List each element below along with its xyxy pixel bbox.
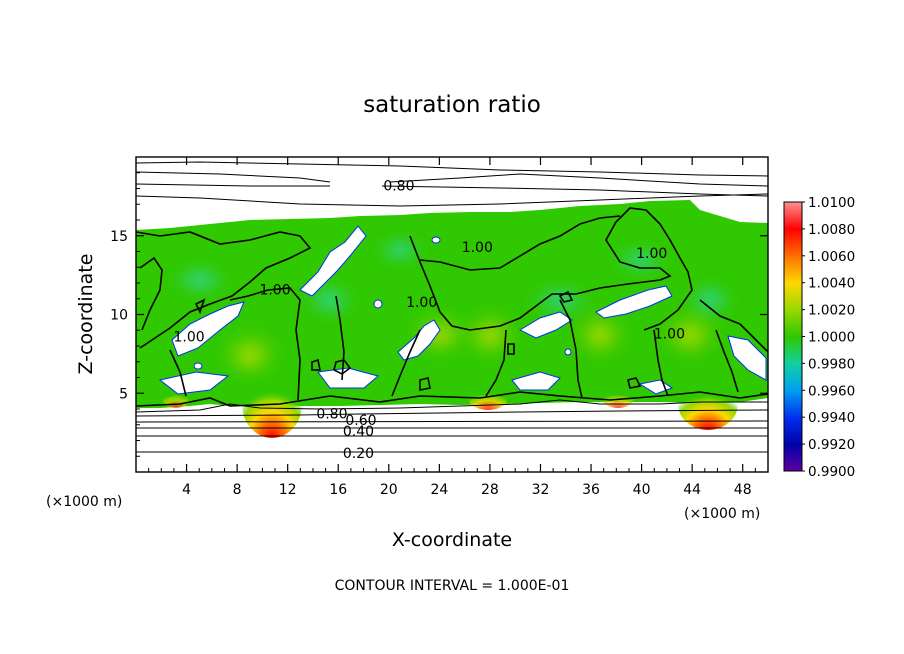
colorbar-label: 0.9960 (808, 383, 855, 399)
x-tick-label: 8 (233, 482, 242, 498)
contour-labels: 0.801.00 1.001.001.001.00 1.000.800.600.40… (174, 178, 685, 462)
colorbar-label: 1.0060 (808, 249, 855, 265)
colorbar-segment (784, 336, 802, 364)
colorbar-label: 1.0100 (808, 195, 855, 211)
x-tick-label: 4 (182, 482, 191, 498)
y-axis-ticks: 5 10 15 (110, 172, 768, 457)
contour-label: 1.00 (174, 330, 205, 346)
colorbar-segment (784, 363, 802, 391)
x-tick-label: 40 (633, 482, 651, 498)
colorbar-segment (784, 282, 802, 311)
contour-label: 1.00 (654, 326, 685, 342)
field-green-region (136, 200, 768, 408)
colorbar-label: 1.0040 (808, 276, 855, 292)
y-tick-label: 10 (110, 308, 128, 324)
contour-label: 1.00 (462, 240, 493, 256)
x-tick-label: 12 (279, 482, 297, 498)
plot-area (136, 157, 768, 472)
colorbar-label: 0.9900 (808, 464, 855, 480)
contour-label: 1.00 (259, 282, 290, 298)
x-tick-label: 20 (380, 482, 398, 498)
colorbar-label: 0.9940 (808, 410, 855, 426)
colorbar-segment (784, 228, 802, 257)
colorbar: 1.0100 1.0080 1.0060 1.0040 1.0020 1.0000 0.99… (783, 195, 855, 480)
y-tick-label: 5 (119, 386, 128, 402)
y-tick-label: 15 (110, 229, 128, 245)
colorbar-label: 1.0020 (808, 303, 855, 319)
field-white-holes (158, 225, 767, 395)
y-axis-label: Z-coordinate (75, 254, 97, 375)
contour-label: 1.00 (636, 246, 667, 262)
contour-label: 0.80 (383, 178, 414, 194)
contour-label: 0.40 (343, 424, 374, 440)
colorbar-segment (784, 255, 802, 284)
colorbar-segment (784, 390, 802, 418)
x-tick-label: 32 (532, 482, 550, 498)
colorbar-segment (784, 417, 802, 445)
colorbar-segment (784, 309, 802, 337)
colorbar-label: 0.9980 (808, 356, 855, 372)
x-tick-label: 28 (481, 482, 499, 498)
colorbar-label: 1.0000 (808, 330, 855, 346)
x-axis-unit: (×1000 m) (684, 506, 760, 522)
x-tick-label: 36 (582, 482, 600, 498)
x-tick-label: 16 (329, 482, 347, 498)
contour-label: 0.60 (345, 413, 376, 429)
colorbar-label: 1.0080 (808, 222, 855, 238)
contours-upper (136, 161, 768, 207)
colorbar-label: 0.9920 (808, 437, 855, 453)
contour-label: 0.20 (343, 446, 374, 462)
x-axis-label: X-coordinate (392, 529, 512, 551)
contour-interval-note: CONTOUR INTERVAL = 1.000E-01 (335, 578, 570, 594)
x-axis-ticks: 4 8 12 16 20 24 28 32 36 40 44 48 (148, 157, 756, 498)
contours-lower (136, 391, 768, 453)
contour-label: 0.80 (316, 407, 347, 423)
contours-mid (136, 207, 768, 401)
x-tick-label: 44 (683, 482, 701, 498)
colorbar-segment (784, 202, 802, 230)
x-tick-label: 48 (734, 482, 752, 498)
y-axis-unit: (×1000 m) (46, 494, 122, 510)
contour-label: 1.00 (406, 295, 437, 311)
colorbar-segment (784, 444, 802, 472)
x-tick-label: 24 (430, 482, 448, 498)
chart-title: saturation ratio (363, 92, 541, 118)
